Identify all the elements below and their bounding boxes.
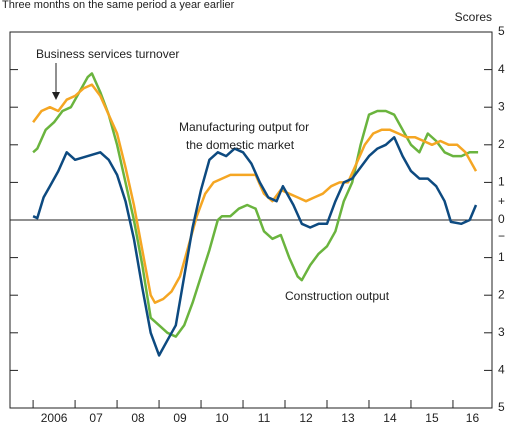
- annotation: the domestic market: [186, 138, 295, 152]
- y-tick-label: 2: [498, 137, 505, 151]
- x-tick-label: 15: [425, 411, 439, 425]
- y-tick-label: 4: [498, 62, 505, 76]
- x-tick-label: 13: [341, 411, 355, 425]
- chart-subtitle: Three months on the same period a year e…: [2, 0, 235, 11]
- x-tick-label: 10: [215, 411, 229, 425]
- x-tick-label: 12: [299, 411, 313, 425]
- y-tick-label: 0: [498, 212, 505, 226]
- y-tick-label: 1: [498, 175, 505, 189]
- y-tick-label: 3: [498, 325, 505, 339]
- x-tick-label: 14: [383, 411, 397, 425]
- x-tick-label: 11: [258, 411, 271, 425]
- y-tick-label: 3: [498, 99, 505, 113]
- y-tick-label: 5: [498, 400, 505, 414]
- x-tick-label: 08: [131, 411, 145, 425]
- plus-label: +: [498, 194, 505, 208]
- y-tick-label: 4: [498, 363, 505, 377]
- x-tick-label: 2006: [41, 411, 68, 425]
- arrow-head: [52, 92, 60, 100]
- y-tick-label: 1: [498, 250, 505, 264]
- annotation: Construction output: [285, 289, 390, 303]
- x-tick-label: 09: [173, 411, 187, 425]
- annotation: Manufacturing output for: [179, 120, 309, 134]
- y-tick-label: 5: [498, 24, 505, 38]
- series-line: [32, 83, 478, 304]
- y-tick-label: 2: [498, 287, 505, 301]
- x-tick-label: 16: [466, 411, 480, 425]
- x-tick-label: 07: [89, 411, 103, 425]
- minus-label: −: [498, 229, 505, 243]
- y-axis-label: Scores: [455, 10, 492, 24]
- series-line: [32, 136, 478, 357]
- series-line: [32, 72, 479, 338]
- annotation: Business services turnover: [36, 47, 179, 61]
